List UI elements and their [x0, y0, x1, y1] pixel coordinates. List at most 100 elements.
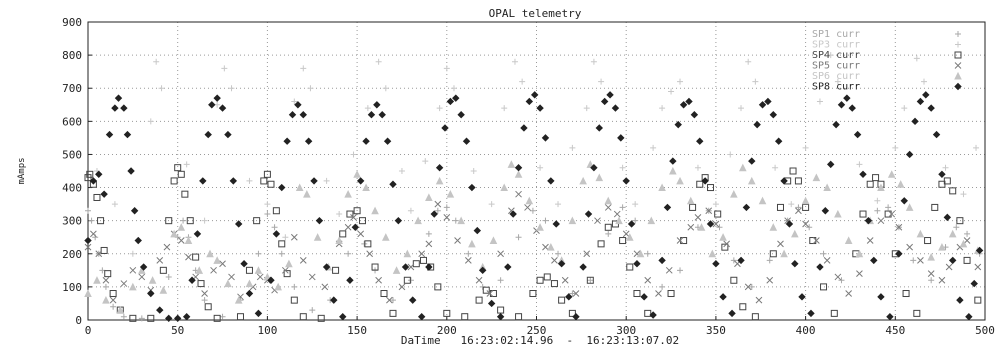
data-point: [454, 237, 461, 244]
data-point: [468, 239, 476, 248]
data-point: [105, 130, 114, 139]
data-point: [401, 263, 410, 271]
data-point: [470, 168, 477, 174]
data-point: [184, 236, 193, 245]
data-point: [278, 183, 286, 192]
data-point: [785, 220, 794, 228]
data-point: [443, 214, 451, 221]
data-point: [769, 111, 778, 119]
data-point: [694, 164, 701, 171]
data-point: [84, 243, 92, 251]
data-point: [323, 177, 330, 184]
x-tick-label: 250: [527, 324, 547, 337]
data-point: [173, 314, 182, 323]
data-point: [303, 190, 311, 198]
data-point: [587, 277, 594, 284]
data-point: [304, 137, 313, 145]
data-point: [156, 257, 164, 264]
x-tick-label: 400: [796, 324, 816, 337]
data-point: [373, 101, 381, 109]
data-point: [795, 204, 802, 211]
data-point: [595, 124, 603, 132]
data-point: [409, 296, 417, 304]
data-point: [425, 263, 433, 271]
data-point: [344, 190, 352, 198]
data-point: [95, 250, 103, 258]
data-point: [659, 105, 666, 112]
data-point: [866, 237, 874, 244]
data-point: [905, 150, 914, 159]
data-point: [356, 177, 365, 185]
data-point: [689, 203, 697, 211]
data-point: [336, 211, 343, 218]
data-point: [299, 257, 307, 264]
data-point: [747, 176, 756, 185]
data-point: [308, 273, 316, 281]
data-point: [943, 177, 951, 185]
data-point: [856, 270, 863, 277]
data-point: [193, 230, 202, 238]
data-point: [514, 163, 523, 172]
data-point: [339, 312, 347, 321]
data-point: [446, 97, 455, 106]
data-point: [820, 283, 828, 291]
data-point: [158, 85, 165, 92]
series-sp4-curr: [84, 164, 982, 322]
data-point: [412, 260, 420, 268]
data-point: [712, 220, 720, 228]
data-point: [147, 289, 155, 298]
data-point: [174, 164, 182, 172]
data-point: [434, 200, 442, 208]
data-point: [687, 223, 695, 231]
data-point: [579, 176, 587, 185]
data-point: [425, 230, 432, 237]
data-point: [188, 276, 196, 284]
data-point: [529, 207, 536, 214]
data-point: [199, 177, 207, 185]
data-point: [748, 283, 755, 290]
data-point: [830, 309, 838, 317]
data-point: [597, 240, 605, 248]
data-point: [697, 223, 706, 231]
data-point: [170, 229, 178, 238]
data-point: [519, 78, 526, 85]
data-point: [949, 256, 957, 265]
data-point: [434, 207, 441, 214]
x-tick-label: 300: [616, 324, 636, 337]
data-point: [568, 216, 577, 225]
data-point: [794, 177, 802, 185]
data-point: [255, 250, 262, 257]
data-point: [389, 180, 397, 188]
data-point: [473, 226, 482, 235]
data-point: [464, 257, 472, 264]
data-point: [913, 55, 920, 62]
data-point: [927, 252, 935, 261]
data-point: [425, 240, 433, 248]
data-point: [425, 193, 433, 201]
data-point: [558, 296, 566, 304]
data-point: [911, 117, 919, 126]
data-point: [358, 217, 366, 225]
legend-label: SP1 curr: [812, 29, 860, 40]
data-point: [644, 276, 652, 284]
data-point: [407, 263, 415, 271]
data-point: [254, 309, 263, 318]
data-point: [791, 260, 799, 268]
data-point: [611, 104, 620, 112]
data-point: [120, 280, 128, 287]
data-point: [832, 120, 840, 129]
data-point: [180, 217, 187, 224]
data-point: [398, 283, 406, 291]
data-point: [551, 257, 558, 264]
y-tick-label: 800: [62, 49, 82, 62]
data-point: [537, 164, 544, 171]
legend-label: SP4 curr: [812, 50, 860, 61]
x-tick-label: 350: [706, 324, 726, 337]
data-point: [102, 296, 110, 304]
data-point: [134, 236, 142, 245]
data-point: [712, 201, 719, 208]
data-point: [482, 286, 490, 294]
data-point: [541, 134, 550, 142]
data-point: [159, 286, 168, 294]
data-point: [644, 309, 652, 317]
